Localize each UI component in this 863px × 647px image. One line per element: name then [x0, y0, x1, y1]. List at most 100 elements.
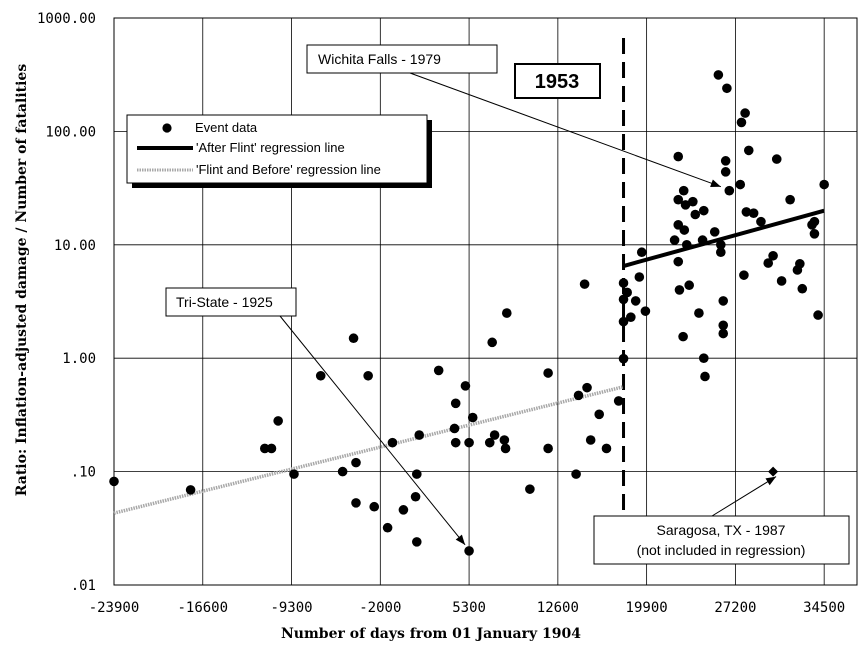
- grid-lines: [113, 17, 857, 586]
- event-data-point: [809, 216, 820, 227]
- event-data-point: [768, 250, 778, 261]
- event-data-point: [819, 179, 829, 190]
- saragosa-note: (not included in regression): [637, 542, 806, 558]
- event-data-point: [718, 328, 729, 339]
- event-data-point: [722, 83, 732, 94]
- x-tick-labels: -23900 -16600 -9300 -2000 5300 12600 19900 2720…: [89, 600, 846, 616]
- wichita-falls-arrow-head: [710, 179, 721, 188]
- wichita-falls-label: Wichita Falls - 1979: [318, 51, 441, 67]
- event-data-point: [741, 207, 752, 217]
- event-data-point: [266, 443, 277, 454]
- legend-marker-event-data: [162, 123, 172, 133]
- x-tick-label: 12600: [537, 600, 579, 616]
- event-data-points: [109, 70, 829, 556]
- tri-state-arrow-head: [455, 534, 466, 545]
- year-label-box: 1953: [514, 63, 601, 99]
- event-data-point: [525, 484, 535, 494]
- x-tick-label: -23900: [89, 600, 140, 616]
- event-data-point: [411, 469, 422, 479]
- event-data-point: [382, 522, 393, 533]
- event-data-point: [720, 167, 731, 177]
- event-data-point: [582, 382, 592, 393]
- event-data-point: [795, 258, 805, 269]
- event-data-point: [185, 485, 196, 495]
- saragosa-arrow-head: [765, 476, 777, 486]
- event-data-point: [626, 312, 636, 322]
- x-tick-label: 34500: [803, 600, 845, 616]
- x-tick-label: -9300: [270, 600, 312, 616]
- event-data-point: [673, 256, 684, 267]
- event-data-point: [735, 179, 746, 190]
- event-data-point: [698, 205, 709, 216]
- event-data-point: [748, 208, 759, 218]
- event-data-point: [351, 457, 361, 468]
- plot-area-border: [113, 17, 858, 586]
- x-tick-label: 19900: [626, 600, 668, 616]
- event-data-point: [724, 185, 735, 196]
- event-data-point: [716, 247, 726, 258]
- event-data-point: [640, 306, 651, 316]
- event-data-point: [315, 370, 326, 381]
- event-data-point: [785, 194, 795, 205]
- event-data-point: [484, 437, 495, 448]
- event-data-point: [543, 368, 553, 378]
- legend-label-flint-and-before: 'Flint and Before' regression line: [196, 162, 381, 177]
- event-data-point: [797, 283, 808, 294]
- event-data-point: [636, 247, 647, 258]
- event-data-point: [460, 381, 471, 391]
- event-data-point: [594, 409, 604, 420]
- event-data-point: [109, 476, 119, 487]
- y-tick-label: .01: [71, 578, 96, 594]
- event-data-point: [579, 279, 590, 289]
- legend-label-event-data: Event data: [195, 120, 258, 135]
- y-tick-label: 1000.00: [37, 11, 96, 27]
- event-data-point: [679, 225, 690, 235]
- event-data-point: [363, 370, 373, 381]
- event-data-point: [669, 235, 680, 245]
- x-tick-label: -2000: [359, 600, 401, 616]
- regression-lines: [113, 208, 825, 515]
- event-data-point: [739, 270, 749, 280]
- event-data-point: [697, 235, 708, 245]
- saragosa-diamond-point: [768, 466, 779, 477]
- event-data-point: [499, 435, 510, 445]
- event-data-point: [467, 412, 478, 423]
- event-data-point: [678, 185, 689, 196]
- event-data-point: [740, 108, 750, 118]
- y-axis-title: Ratio: Inflation-adjusted damage / Numbe…: [14, 64, 30, 497]
- event-data-point: [398, 505, 409, 515]
- event-data-point: [618, 278, 629, 288]
- event-data-point: [348, 333, 359, 344]
- event-data-point: [763, 258, 774, 268]
- event-data-point: [776, 276, 787, 286]
- event-data-point: [634, 272, 645, 282]
- event-data-point: [713, 70, 724, 80]
- event-data-point: [680, 200, 691, 210]
- tri-state-arrow: [279, 315, 466, 546]
- event-data-point: [500, 443, 511, 454]
- event-data-point: [410, 491, 421, 502]
- x-tick-label: -16600: [177, 600, 228, 616]
- event-data-point: [718, 320, 729, 331]
- event-data-point: [273, 416, 283, 426]
- event-data-point: [414, 430, 425, 440]
- event-data-point: [716, 240, 726, 250]
- event-data-point: [673, 194, 684, 205]
- event-data-point: [259, 443, 270, 454]
- annotation-arrows: [279, 72, 777, 546]
- event-data-point: [674, 285, 685, 295]
- event-data-point: [622, 287, 632, 298]
- event-data-point: [684, 280, 694, 291]
- event-data-point: [464, 437, 474, 448]
- event-data-point: [618, 353, 629, 364]
- y-tick-label: 100.00: [45, 124, 96, 140]
- event-data-point: [700, 371, 710, 382]
- regression-line-after-flint: [622, 208, 825, 268]
- event-data-point: [351, 498, 361, 508]
- event-data-point: [809, 229, 820, 239]
- event-data-point: [694, 308, 704, 318]
- saragosa-label-box: Saragosa, TX - 1987 (not included in reg…: [593, 515, 850, 565]
- legend-label-after-flint: 'After Flint' regression line: [196, 140, 345, 155]
- event-data-point: [720, 156, 731, 166]
